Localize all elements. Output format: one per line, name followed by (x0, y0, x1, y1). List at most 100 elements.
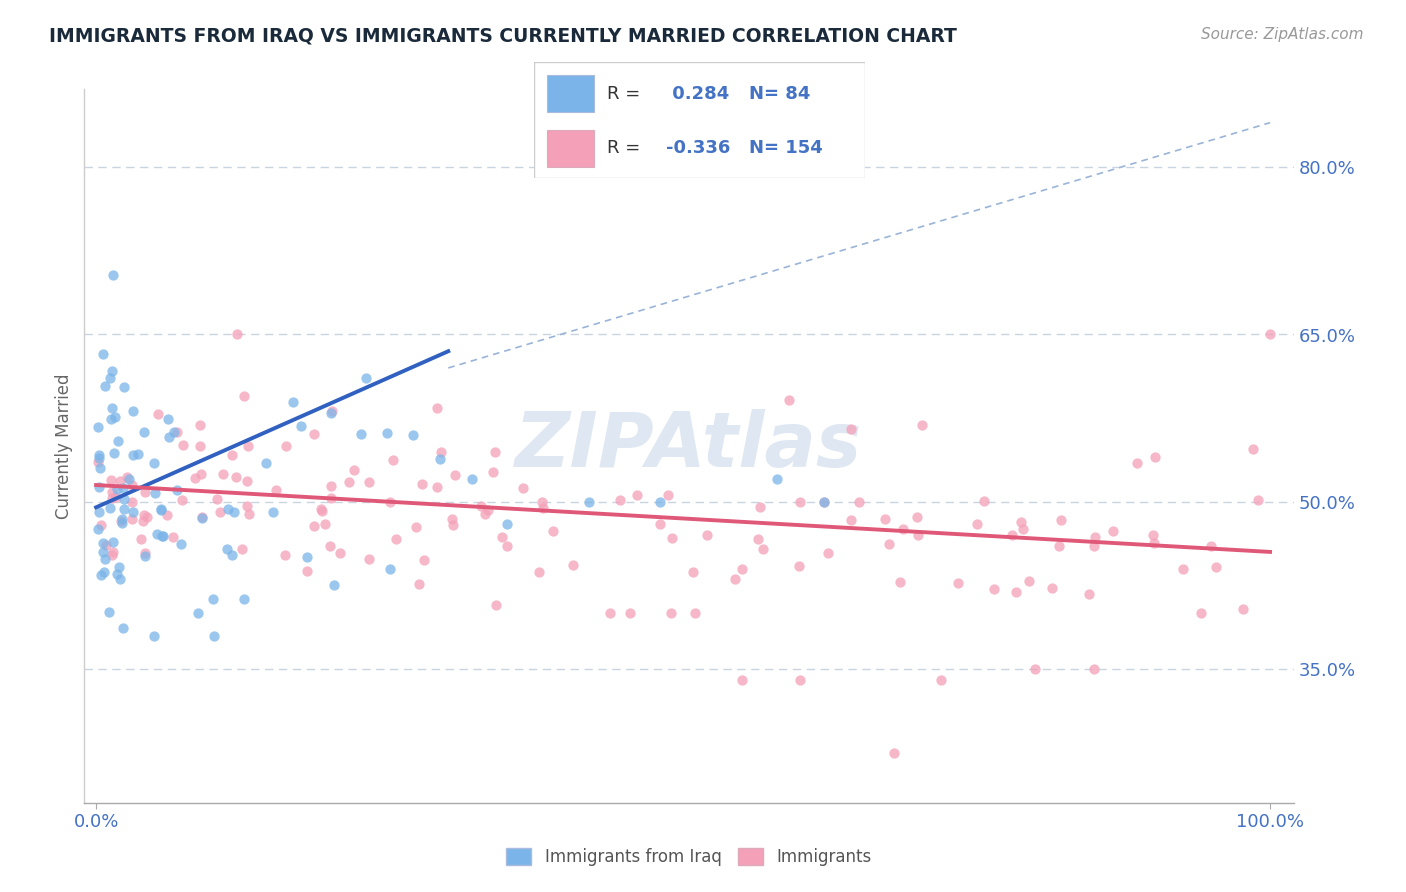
Point (321, 404, 343, 418)
Point (311, 504, 333, 518)
Point (441, 517, 464, 532)
Point (661, 531, 683, 545)
Point (111, 621, 134, 635)
Point (343, 463, 366, 477)
Point (1143, 450, 1166, 465)
Point (724, 573, 747, 587)
Point (152, 529, 174, 543)
Point (787, 559, 810, 574)
Point (131, 532, 153, 546)
Point (626, 488, 648, 502)
Point (411, 477, 433, 491)
Point (98, 605, 121, 619)
Point (122, 448, 145, 462)
Point (254, 456, 277, 470)
Point (156, 412, 179, 426)
Point (89, 506, 111, 520)
Point (839, 512, 862, 526)
Point (323, 578, 346, 592)
Point (1201, 539, 1223, 553)
Point (470, 499, 492, 513)
Point (531, 494, 554, 508)
Point (1083, 662, 1105, 676)
Point (319, 491, 342, 505)
Point (111, 516, 134, 530)
Bar (547, 129, 593, 167)
Point (162, 530, 184, 544)
Point (236, 499, 259, 513)
Point (191, 511, 214, 525)
Point (188, 439, 211, 453)
Point (87, 450, 110, 465)
Point (108, 560, 131, 574)
Point (731, 673, 754, 687)
Point (132, 514, 155, 528)
Point (841, 422, 863, 436)
Point (413, 553, 436, 567)
Point (696, 528, 718, 542)
Point (150, 529, 173, 543)
Point (813, 494, 835, 508)
Point (166, 483, 188, 497)
Point (211, 467, 233, 481)
Point (817, 545, 839, 559)
Point (297, 550, 319, 565)
Point (156, 508, 179, 523)
Point (378, 562, 401, 576)
Point (543, 524, 565, 539)
Point (93, 565, 115, 579)
Point (318, 539, 340, 553)
Point (264, 483, 287, 497)
Point (1241, 442, 1264, 456)
Text: R =: R = (607, 139, 640, 157)
Point (747, 533, 769, 547)
Point (357, 552, 380, 566)
Legend: Immigrants from Iraq, Immigrants: Immigrants from Iraq, Immigrants (499, 841, 879, 873)
Point (134, 484, 156, 499)
Point (122, 404, 145, 418)
Point (474, 507, 496, 521)
Point (87, 522, 110, 536)
Point (1258, 327, 1281, 342)
Point (202, 628, 225, 642)
Point (946, 576, 969, 591)
Point (599, 607, 621, 621)
Point (484, 445, 506, 459)
Point (440, 512, 463, 526)
Point (875, 512, 897, 526)
Point (108, 572, 131, 586)
Point (496, 539, 519, 553)
Point (146, 527, 169, 541)
Point (1084, 530, 1107, 544)
Point (101, 491, 124, 505)
Point (188, 417, 211, 432)
Point (657, 488, 679, 502)
Point (891, 522, 914, 536)
Point (101, 549, 124, 563)
Point (112, 380, 135, 394)
Point (283, 395, 305, 409)
Point (1205, 560, 1227, 574)
Point (1143, 536, 1166, 550)
Point (105, 482, 128, 496)
Point (235, 474, 257, 488)
Point (481, 465, 503, 479)
Point (1142, 528, 1164, 542)
Point (304, 426, 326, 441)
Point (91, 535, 114, 549)
Point (883, 746, 905, 760)
Point (1126, 456, 1149, 470)
Point (848, 494, 870, 508)
Point (221, 448, 243, 462)
Point (91, 347, 114, 361)
Point (405, 520, 427, 534)
Point (94, 552, 117, 566)
Point (1083, 539, 1105, 553)
Point (121, 478, 143, 492)
Point (217, 542, 239, 557)
Point (238, 439, 260, 453)
Point (1010, 516, 1032, 530)
Point (1077, 587, 1099, 601)
Point (1012, 523, 1035, 537)
Point (100, 412, 122, 426)
